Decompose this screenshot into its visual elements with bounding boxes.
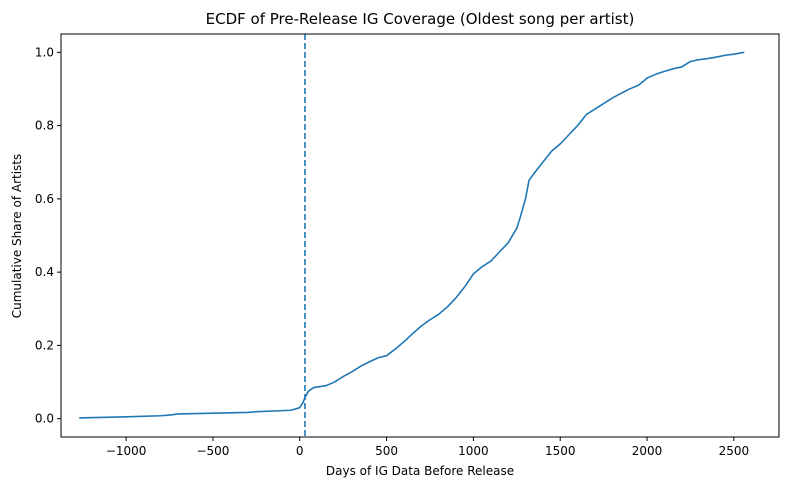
plot-area [79,34,745,437]
y-tick-label: 0.6 [35,192,54,206]
y-tick-label: 0.8 [35,119,54,133]
x-tick-label: 2500 [719,444,750,458]
x-tick-label: 1500 [545,444,576,458]
y-tick-label: 1.0 [35,45,54,59]
y-tick-label: 0.2 [35,338,54,352]
axes-frame [60,33,780,438]
x-axis: −1000 −500 0 500 1000 1500 2000 2500 [106,437,749,458]
x-tick-label: 0 [296,444,304,458]
chart-title: ECDF of Pre-Release IG Coverage (Oldest … [206,10,635,28]
ecdf-line-series-0 [79,51,745,419]
y-tick-label: 0.0 [35,412,54,426]
x-tick-label: −500 [196,444,229,458]
y-axis-label: Cumulative Share of Artists [10,154,24,319]
x-tick-label: 500 [375,444,398,458]
x-axis-label: Days of IG Data Before Release [326,464,514,478]
y-axis: 0.0 0.2 0.4 0.6 0.8 1.0 [35,45,61,426]
x-tick-label: 2000 [632,444,663,458]
x-tick-label: −1000 [106,444,147,458]
x-tick-label: 1000 [458,444,489,458]
y-tick-label: 0.4 [35,265,54,279]
